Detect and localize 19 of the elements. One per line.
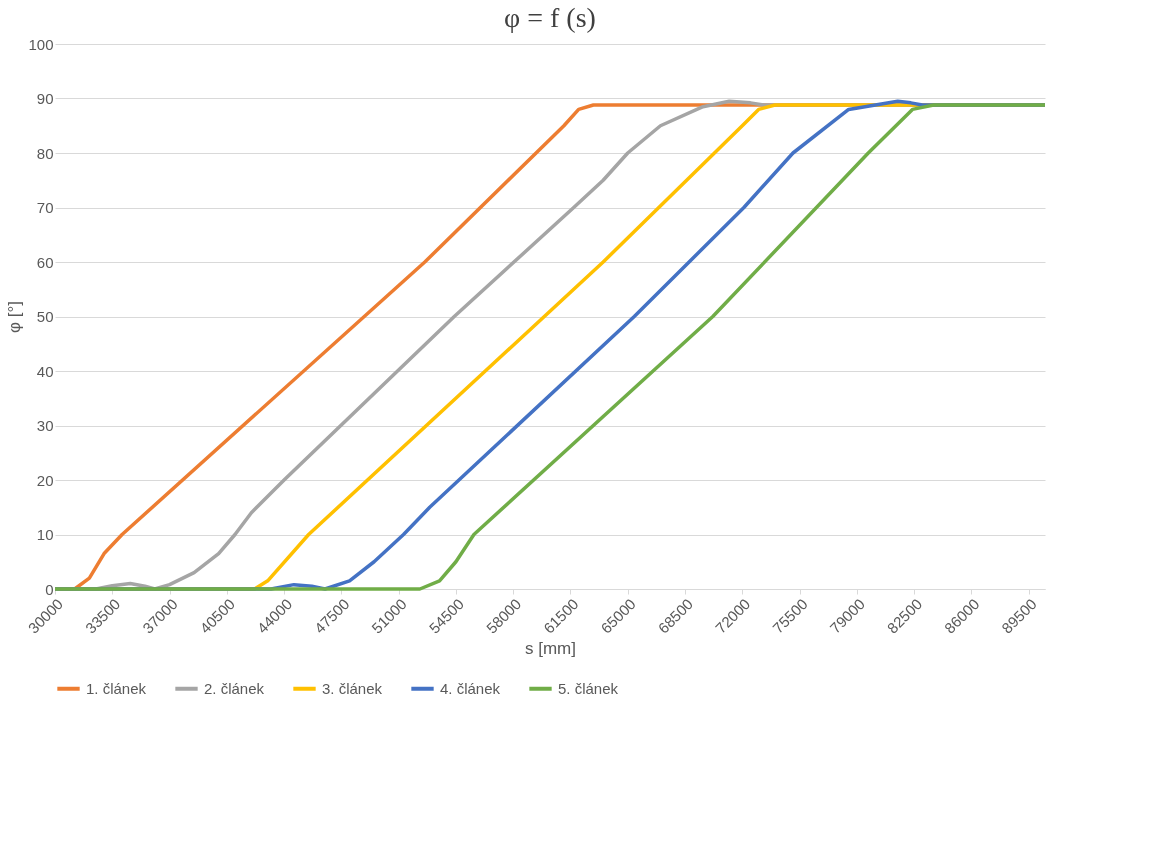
x-axis-title: s [mm] — [525, 638, 576, 658]
y-tick-label: 0 — [45, 580, 54, 598]
y-tick-label: 10 — [36, 526, 54, 543]
y-tick-label: 40 — [36, 362, 54, 380]
y-tick-label: 100 — [28, 35, 54, 53]
legend-label: 2. článek — [204, 679, 265, 697]
y-tick-label: 60 — [36, 253, 54, 271]
legend-label: 3. článek — [322, 679, 383, 697]
y-tick-label: 70 — [36, 199, 54, 216]
y-tick-label: 30 — [36, 417, 54, 434]
legend-label: 4. článek — [440, 679, 501, 697]
y-tick-label: 80 — [36, 144, 54, 162]
chart-title: φ = f (s) — [504, 2, 596, 33]
y-axis-title: φ [°] — [5, 301, 25, 333]
legend-label: 5. článek — [558, 679, 619, 697]
y-tick-label: 90 — [36, 90, 54, 107]
legend-label: 1. článek — [86, 679, 147, 697]
y-tick-label: 20 — [36, 471, 54, 489]
y-tick-label: 50 — [36, 308, 54, 325]
